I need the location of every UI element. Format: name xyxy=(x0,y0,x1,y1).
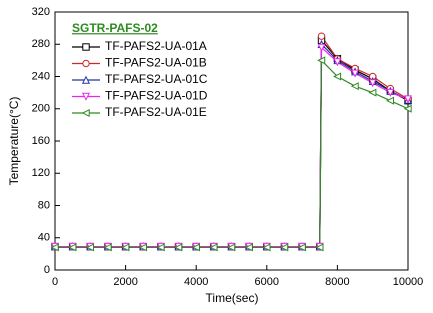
y-tick-label: 320 xyxy=(32,6,50,18)
x-tick-label: 6000 xyxy=(255,276,279,288)
legend-label: TF-PAFS2-UA-01B xyxy=(105,56,207,70)
marker xyxy=(81,108,90,118)
y-tick-label: 0 xyxy=(44,264,50,276)
marker xyxy=(315,243,324,252)
marker xyxy=(317,43,326,52)
marker xyxy=(50,243,59,252)
marker xyxy=(351,69,360,78)
x-tick-label: 2000 xyxy=(113,276,137,288)
y-tick-label: 160 xyxy=(32,135,50,147)
marker xyxy=(227,243,236,252)
x-tick-label: 4000 xyxy=(184,276,208,288)
marker xyxy=(103,243,112,252)
marker xyxy=(403,104,412,113)
marker xyxy=(244,243,253,252)
x-tick-label: 0 xyxy=(52,276,58,288)
marker xyxy=(386,96,395,105)
legend-label: TF-PAFS2-UA-01C xyxy=(105,72,208,86)
y-tick-label: 80 xyxy=(38,199,50,211)
series-line xyxy=(55,58,409,249)
marker xyxy=(121,243,130,252)
marker xyxy=(174,243,183,252)
y-tick-label: 40 xyxy=(38,232,50,244)
y-axis-label: Temperature(°C) xyxy=(7,97,21,186)
marker xyxy=(82,43,90,51)
marker xyxy=(262,243,271,252)
chart-title: SGTR-PAFS-02 xyxy=(72,21,158,35)
marker xyxy=(280,243,289,252)
marker xyxy=(368,88,377,97)
marker xyxy=(209,243,218,252)
marker xyxy=(68,243,77,252)
x-axis-label: Time(sec) xyxy=(206,291,259,305)
marker xyxy=(368,79,377,88)
marker xyxy=(386,88,395,97)
marker xyxy=(191,243,200,252)
marker xyxy=(297,243,306,252)
legend-label: TF-PAFS2-UA-01D xyxy=(105,89,208,103)
marker xyxy=(403,95,413,104)
marker xyxy=(138,243,147,252)
marker xyxy=(81,92,91,101)
marker xyxy=(81,75,91,84)
marker xyxy=(85,243,94,252)
legend-label: TF-PAFS2-UA-01E xyxy=(105,105,207,119)
marker xyxy=(350,82,359,91)
y-tick-label: 280 xyxy=(32,38,50,50)
marker xyxy=(156,243,165,252)
y-tick-label: 120 xyxy=(32,167,50,179)
y-tick-label: 200 xyxy=(32,103,50,115)
marker xyxy=(317,32,326,40)
marker xyxy=(333,72,342,81)
series-line xyxy=(55,46,409,248)
x-tick-label: 8000 xyxy=(325,276,349,288)
marker xyxy=(333,58,342,67)
x-tick-label: 10000 xyxy=(393,276,424,288)
legend-label: TF-PAFS2-UA-01A xyxy=(105,39,207,53)
marker xyxy=(317,56,326,65)
y-tick-label: 240 xyxy=(32,70,50,82)
marker xyxy=(82,59,90,68)
